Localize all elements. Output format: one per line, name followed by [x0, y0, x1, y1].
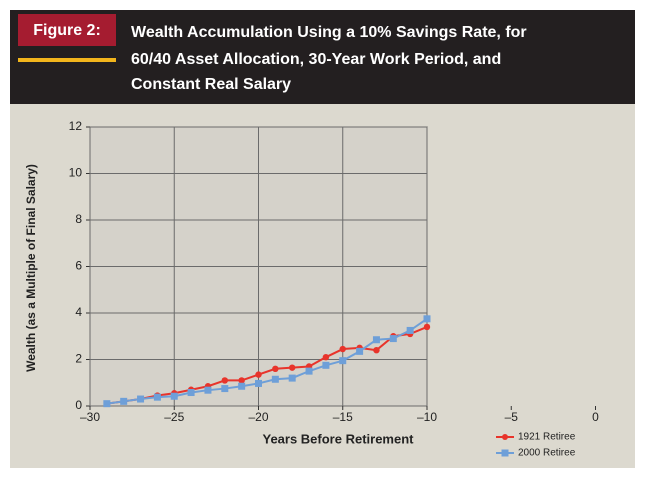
- figure-label-underline: [18, 58, 116, 62]
- point: [153, 393, 161, 401]
- point: [120, 397, 128, 405]
- title-line: Constant Real Salary: [131, 76, 291, 93]
- y-tick-label: 2: [75, 352, 82, 366]
- x-tick-label: –25: [164, 410, 184, 424]
- y-tick-label: 12: [69, 119, 83, 133]
- point: [339, 357, 347, 365]
- figure-label-box: [18, 14, 116, 46]
- legend-marker: [502, 434, 508, 440]
- y-tick-label: 0: [75, 398, 82, 412]
- x-tick-label: –5: [505, 410, 519, 424]
- point: [238, 377, 245, 384]
- point: [289, 364, 296, 371]
- legend-marker: [501, 449, 509, 457]
- title-line: Wealth Accumulation Using a 10% Savings …: [131, 24, 527, 41]
- y-axis-label: Wealth (as a Multiple of Final Salary): [24, 164, 38, 372]
- point: [356, 347, 364, 355]
- legend-label: 1921 Retiree: [518, 432, 576, 443]
- point: [255, 371, 262, 378]
- y-tick-label: 6: [75, 259, 82, 273]
- point: [288, 374, 296, 382]
- title-line: 60/40 Asset Allocation, 30-Year Work Per…: [131, 51, 501, 68]
- point: [221, 385, 229, 393]
- point: [389, 335, 397, 343]
- point: [322, 361, 330, 369]
- x-tick-label: –20: [248, 410, 268, 424]
- point: [103, 400, 111, 408]
- y-tick-label: 10: [69, 166, 83, 180]
- y-tick-label: 8: [75, 212, 82, 226]
- point: [271, 375, 279, 383]
- point: [406, 326, 414, 334]
- point: [238, 382, 246, 390]
- point: [339, 345, 346, 353]
- point: [373, 347, 380, 354]
- point: [305, 367, 313, 375]
- x-tick-label: –30: [80, 410, 100, 424]
- point: [170, 392, 178, 400]
- x-tick-label: –10: [417, 410, 437, 424]
- point: [204, 386, 212, 394]
- y-tick-label: 4: [75, 305, 82, 319]
- point: [423, 315, 431, 323]
- figure-label: Figure 2:: [33, 22, 101, 39]
- point: [221, 377, 228, 384]
- point: [372, 336, 380, 344]
- x-tick-label: 0: [592, 410, 599, 424]
- x-axis-label: Years Before Retirement: [262, 431, 414, 446]
- point: [322, 353, 330, 361]
- legend-label: 2000 Retiree: [518, 448, 576, 459]
- point: [272, 365, 279, 372]
- point: [255, 379, 262, 387]
- point: [187, 389, 195, 397]
- point: [423, 323, 431, 331]
- point: [137, 395, 145, 403]
- x-tick-label: –15: [333, 410, 353, 424]
